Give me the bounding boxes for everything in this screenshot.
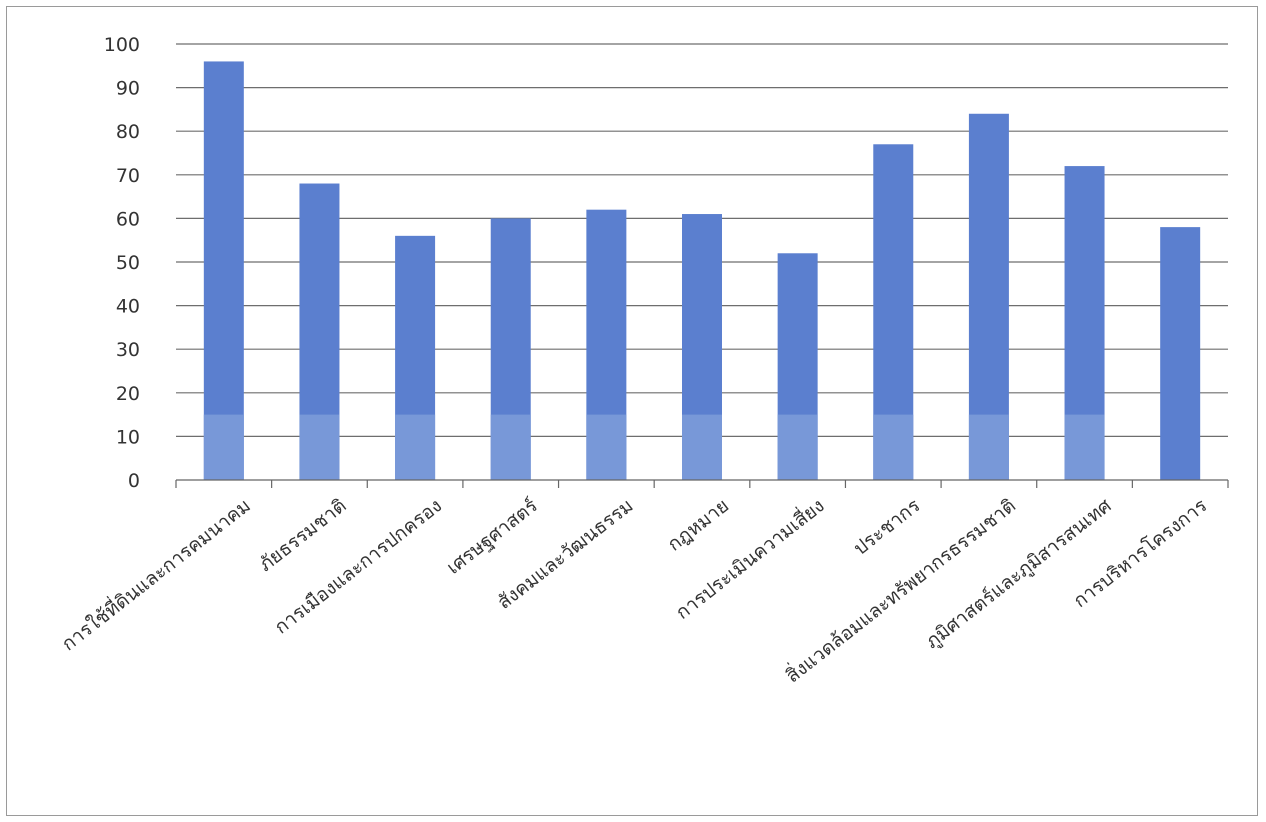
y-tick-label: 60: [116, 208, 140, 230]
bar: [203, 61, 244, 480]
y-tick-label: 0: [128, 470, 140, 492]
y-tick-label: 80: [116, 121, 140, 143]
x-tick-label: ประชากร: [850, 495, 925, 560]
y-tick-label: 90: [116, 78, 140, 100]
y-tick-label: 50: [116, 252, 140, 274]
y-tick-label: 100: [104, 34, 140, 56]
x-tick-label: การเมืองและการปกครอง: [271, 495, 447, 639]
bar-base-band: [299, 414, 340, 480]
y-tick-label: 30: [116, 339, 140, 361]
y-tick-label: 40: [116, 296, 140, 318]
axes: [175, 479, 1229, 488]
bar-base-band: [1064, 414, 1105, 480]
x-tick-label: ภัยธรรมชาติ: [255, 495, 351, 576]
bar-base-band: [968, 414, 1009, 480]
x-tick-label: การใช้ที่ดินและการคมนาคม: [56, 492, 255, 655]
x-tick-label: การประเมินความเสี่ยง: [670, 492, 829, 624]
bar-base-band: [873, 414, 914, 480]
bar: [1160, 227, 1201, 480]
bar-base-band: [682, 414, 722, 480]
bar-base-band: [490, 414, 531, 480]
bar-base-band: [586, 414, 627, 480]
y-tick-label: 70: [116, 165, 140, 187]
x-tick-label: เศรษฐศาสตร์: [443, 495, 542, 579]
y-tick-label: 20: [116, 383, 140, 405]
bars: [203, 61, 1201, 481]
bar-base-band: [395, 414, 436, 480]
x-tick-label: ภูมิศาสตร์และภูมิสารสนเทศ: [921, 495, 1115, 653]
y-tick-labels: 0 10 20 30 40 50 60 70 80 90 100: [104, 34, 140, 492]
bar-base-band: [203, 414, 244, 480]
x-tick-label: กฎหมาย: [663, 495, 733, 556]
y-tick-label: 10: [116, 426, 140, 448]
x-tick-labels: การใช้ที่ดินและการคมนาคม ภัยธรรมชาติการเม…: [56, 492, 1211, 687]
grid-lines: [176, 43, 1228, 437]
bar-base-band: [777, 414, 818, 480]
